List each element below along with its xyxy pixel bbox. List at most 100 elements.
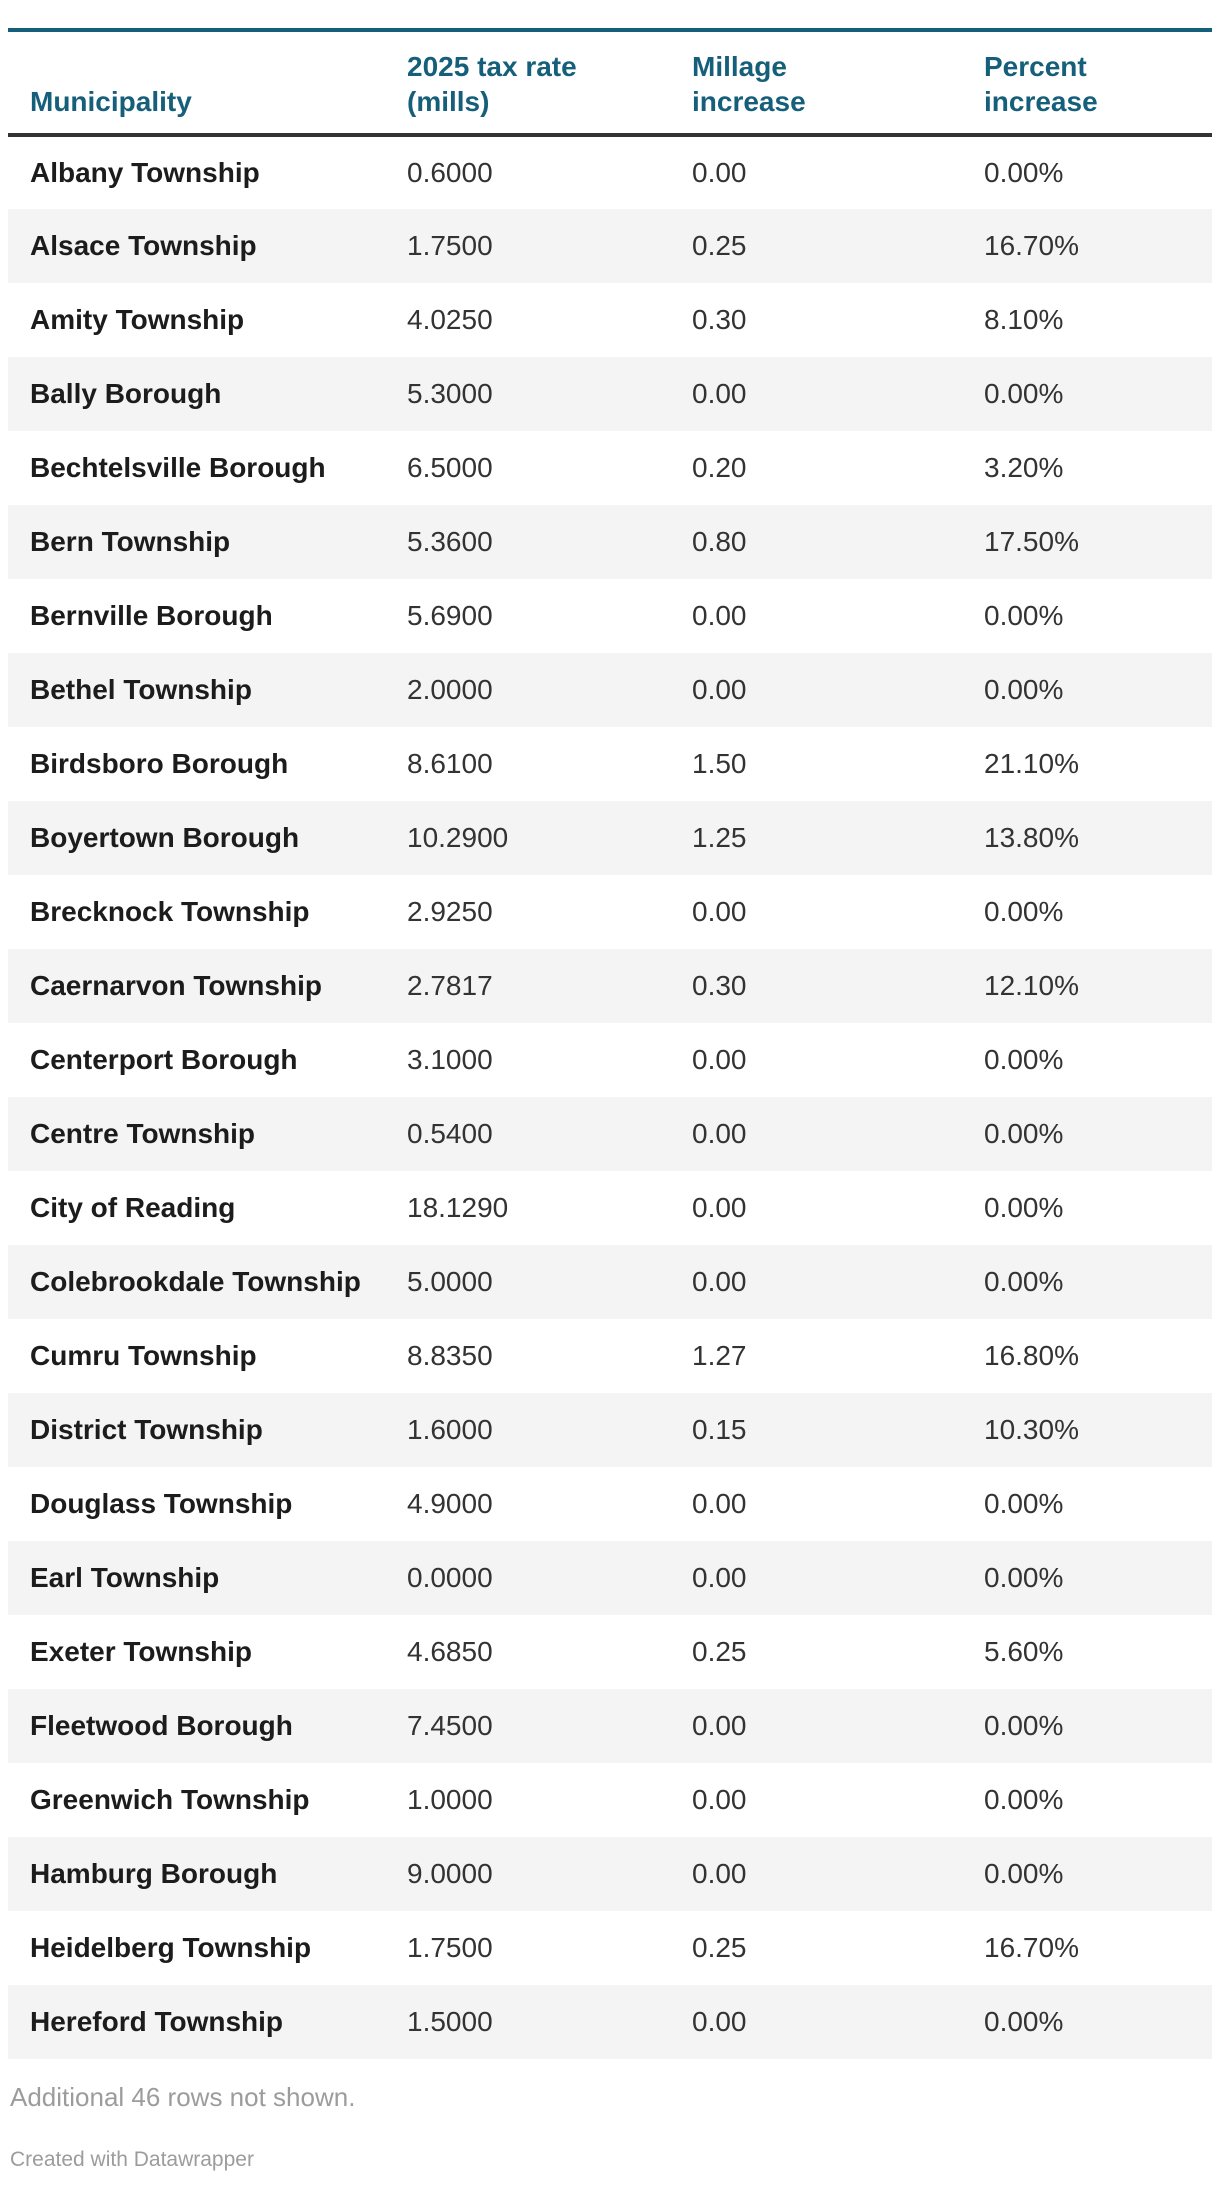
percent-increase-cell: 0.00%	[984, 1044, 1064, 1075]
percent-increase-cell: 12.10%	[984, 970, 1079, 1001]
municipality-cell: Greenwich Township	[30, 1784, 310, 1815]
millage-increase-cell: 0.00	[692, 157, 747, 188]
municipality-cell: Bechtelsville Borough	[30, 452, 326, 483]
percent-increase-cell: 0.00%	[984, 2006, 1064, 2037]
municipality-cell: Cumru Township	[30, 1340, 257, 1371]
millage-increase-cell: 0.00	[692, 1266, 747, 1297]
percent-increase-cell: 0.00%	[984, 157, 1064, 188]
table-row: Colebrookdale Township 5.0000 0.00 0.00%	[8, 1245, 1212, 1319]
millage-increase-cell: 0.00	[692, 1858, 747, 1889]
table-row: Birdsboro Borough 8.6100 1.50 21.10%	[8, 727, 1212, 801]
millage-increase-cell: 0.30	[692, 304, 747, 335]
table-row: Bally Borough 5.3000 0.00 0.00%	[8, 357, 1212, 431]
municipality-cell: Bally Borough	[30, 378, 222, 409]
municipality-cell: Caernarvon Township	[30, 970, 322, 1001]
tax-rate-cell: 10.2900	[407, 822, 509, 853]
municipality-cell: Hereford Township	[30, 2006, 284, 2037]
table-row: Bernville Borough 5.6900 0.00 0.00%	[8, 579, 1212, 653]
municipality-cell: Colebrookdale Township	[30, 1266, 361, 1297]
tax-rate-cell: 6.5000	[407, 452, 493, 483]
millage-increase-cell: 1.25	[692, 822, 747, 853]
tax-rate-cell: 5.6900	[407, 600, 493, 631]
tax-rate-cell: 2.9250	[407, 896, 493, 927]
municipality-cell: Alsace Township	[30, 230, 257, 261]
col-header-millage-line2: increase	[692, 86, 806, 117]
table-container: Municipality 2025 tax rate (mills) Milla…	[8, 28, 1212, 2059]
municipality-cell: Amity Township	[30, 304, 245, 335]
tax-rate-cell: 5.0000	[407, 1266, 493, 1297]
percent-increase-cell: 0.00%	[984, 1784, 1064, 1815]
table-row: Boyertown Borough 10.2900 1.25 13.80%	[8, 801, 1212, 875]
table-row: Brecknock Township 2.9250 0.00 0.00%	[8, 875, 1212, 949]
tax-rate-cell: 4.9000	[407, 1488, 493, 1519]
percent-increase-cell: 0.00%	[984, 1858, 1064, 1889]
table-header: Municipality 2025 tax rate (mills) Milla…	[8, 30, 1212, 137]
table-row: Hamburg Borough 9.0000 0.00 0.00%	[8, 1837, 1212, 1911]
millage-increase-cell: 0.00	[692, 1710, 747, 1741]
tax-rate-cell: 9.0000	[407, 1858, 493, 1889]
col-header-tax-rate: 2025 tax rate (mills)	[385, 30, 670, 137]
municipality-cell: Douglass Township	[30, 1488, 293, 1519]
tax-rate-cell: 8.6100	[407, 748, 493, 779]
millage-increase-cell: 0.00	[692, 378, 747, 409]
percent-increase-cell: 10.30%	[984, 1414, 1079, 1445]
percent-increase-cell: 0.00%	[984, 1266, 1064, 1297]
percent-increase-cell: 16.70%	[984, 1932, 1079, 1963]
municipality-cell: Brecknock Township	[30, 896, 310, 927]
millage-increase-cell: 0.00	[692, 674, 747, 705]
millage-increase-cell: 0.00	[692, 1044, 747, 1075]
percent-increase-cell: 8.10%	[984, 304, 1064, 335]
percent-increase-cell: 0.00%	[984, 1192, 1064, 1223]
table-row: Amity Township 4.0250 0.30 8.10%	[8, 283, 1212, 357]
table-row: Douglass Township 4.9000 0.00 0.00%	[8, 1467, 1212, 1541]
table-row: Earl Township 0.0000 0.00 0.00%	[8, 1541, 1212, 1615]
col-header-tax-rate-line2: (mills)	[407, 86, 490, 117]
tax-rate-cell: 0.5400	[407, 1118, 493, 1149]
municipality-cell: District Township	[30, 1414, 263, 1445]
millage-increase-cell: 0.20	[692, 452, 747, 483]
percent-increase-cell: 0.00%	[984, 1710, 1064, 1741]
table-body: Albany Township 0.6000 0.00 0.00% Alsace…	[8, 135, 1212, 2059]
municipality-cell: Centerport Borough	[30, 1044, 298, 1075]
municipality-cell: Albany Township	[30, 157, 260, 188]
municipality-cell: Birdsboro Borough	[30, 748, 289, 779]
tax-rate-cell: 18.1290	[407, 1192, 509, 1223]
tax-rate-cell: 2.0000	[407, 674, 493, 705]
table-row: District Township 1.6000 0.15 10.30%	[8, 1393, 1212, 1467]
tax-rate-cell: 1.7500	[407, 1932, 493, 1963]
table-row: Alsace Township 1.7500 0.25 16.70%	[8, 209, 1212, 283]
municipality-cell: Centre Township	[30, 1118, 256, 1149]
col-header-percent-line1: Percent	[984, 51, 1087, 82]
tax-rate-cell: 1.0000	[407, 1784, 493, 1815]
percent-increase-cell: 16.70%	[984, 230, 1079, 261]
millage-increase-cell: 0.00	[692, 600, 747, 631]
millage-increase-cell: 0.00	[692, 1562, 747, 1593]
table-row: Bethel Township 2.0000 0.00 0.00%	[8, 653, 1212, 727]
municipality-cell: Heidelberg Township	[30, 1932, 312, 1963]
millage-increase-cell: 0.30	[692, 970, 747, 1001]
col-header-municipality: Municipality	[8, 30, 385, 137]
millage-increase-cell: 0.00	[692, 1784, 747, 1815]
percent-increase-cell: 21.10%	[984, 748, 1079, 779]
millage-increase-cell: 1.27	[692, 1340, 747, 1371]
percent-increase-cell: 5.60%	[984, 1636, 1064, 1667]
tax-rate-cell: 7.4500	[407, 1710, 493, 1741]
percent-increase-cell: 16.80%	[984, 1340, 1079, 1371]
rows-not-shown-note: Additional 46 rows not shown.	[10, 2082, 356, 2112]
millage-increase-cell: 0.00	[692, 1118, 747, 1149]
percent-increase-cell: 13.80%	[984, 822, 1079, 853]
table-row: City of Reading 18.1290 0.00 0.00%	[8, 1171, 1212, 1245]
municipality-cell: City of Reading	[30, 1192, 236, 1223]
datawrapper-attribution[interactable]: Created with Datawrapper	[10, 2148, 254, 2171]
percent-increase-cell: 0.00%	[984, 896, 1064, 927]
col-header-municipality-label: Municipality	[30, 86, 192, 117]
municipality-cell: Bernville Borough	[30, 600, 273, 631]
tax-rate-cell: 1.6000	[407, 1414, 493, 1445]
municipality-cell: Earl Township	[30, 1562, 220, 1593]
tax-rate-cell: 0.0000	[407, 1562, 493, 1593]
tax-rate-cell: 0.6000	[407, 157, 493, 188]
table-row: Caernarvon Township 2.7817 0.30 12.10%	[8, 949, 1212, 1023]
tax-rate-cell: 4.0250	[407, 304, 493, 335]
municipality-cell: Boyertown Borough	[30, 822, 300, 853]
millage-increase-cell: 0.00	[692, 1488, 747, 1519]
